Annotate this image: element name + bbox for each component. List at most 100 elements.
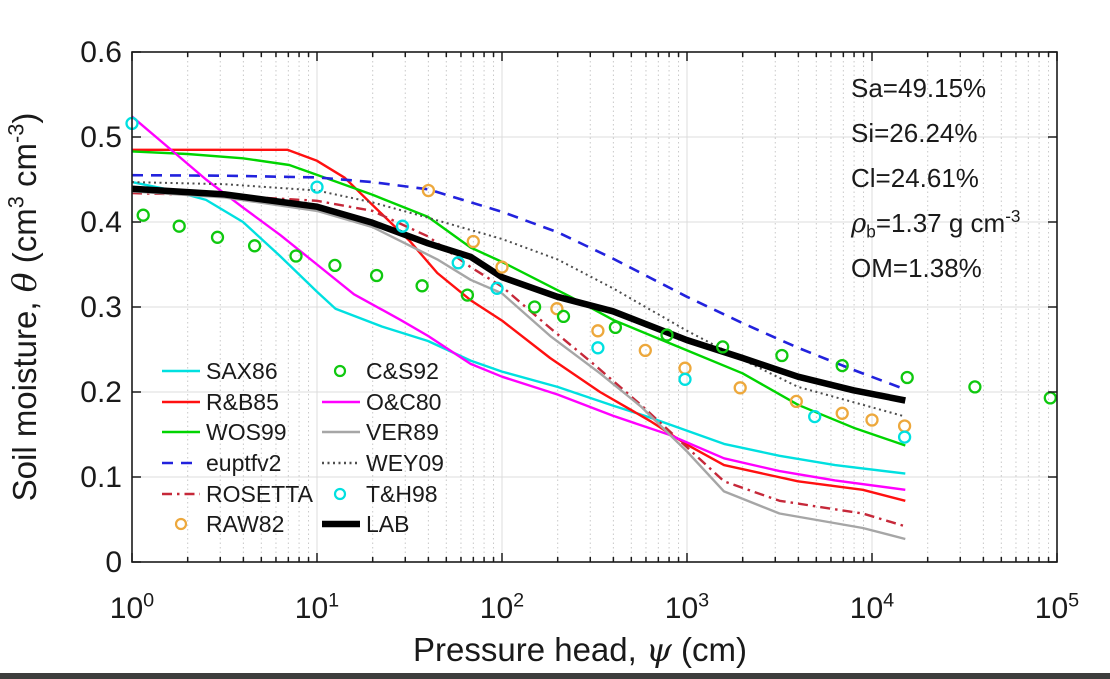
data-point [421, 183, 436, 198]
y-tick-label: 0.2 [80, 376, 122, 409]
y-tick-label: 0.1 [80, 461, 122, 494]
data-point [733, 381, 747, 395]
axis-labels: Pressure head, ψ (cm) Soil moisture, θ (c… [3, 113, 747, 669]
data-point [968, 380, 982, 394]
legend-item-rosetta: ROSETTA [162, 481, 314, 507]
data-point [495, 260, 509, 274]
data-point [395, 219, 410, 233]
legend-label: T&H98 [366, 481, 438, 507]
legend-item-rb85: R&B85 [162, 389, 279, 415]
markers-cs92 [136, 208, 1057, 405]
legend-item-th98: T&H98 [333, 481, 438, 507]
data-point [775, 348, 789, 363]
legend-label: ROSETTA [206, 481, 314, 507]
tick-labels: 100 101 102 103 104 105 0 0.1 0.2 0.3 0.4 0.5 0.6 [80, 36, 1079, 625]
legend-label: LAB [366, 511, 409, 537]
data-point [660, 328, 674, 342]
markers-th98 [125, 116, 912, 444]
legend-label: euptfv2 [206, 450, 281, 476]
legend-item-wos99: WOS99 [162, 419, 287, 445]
x-tick-label: 100 [110, 590, 154, 625]
legend-item-sax86: SAX86 [162, 358, 278, 384]
legend-label: SAX86 [206, 358, 278, 384]
curve-lab [131, 185, 906, 404]
x-tick-label: 105 [1035, 590, 1079, 625]
x-tick-label: 103 [665, 590, 709, 625]
legend-item-raw82: RAW82 [174, 511, 284, 537]
data-point [835, 406, 849, 420]
data-point [638, 343, 652, 358]
legend-marker-sample [333, 487, 347, 501]
annotation-line: OM=1.38% [851, 253, 982, 283]
legend-item-cs92: C&S92 [333, 358, 439, 384]
legend: SAX86 R&B85 WOS99 euptfv2 ROSETTA RAW82 C&S92 O… [162, 358, 444, 537]
legend-label: O&C80 [366, 389, 441, 415]
annotation-line: Sa=49.15% [851, 73, 986, 103]
annotation-line: ρb=1.37 g cm-3 [850, 206, 1020, 242]
legend-label: WOS99 [206, 419, 287, 445]
curve-ver89 [131, 190, 906, 541]
x-axis-label: Pressure head, ψ (cm) [413, 630, 747, 669]
data-point [808, 409, 822, 424]
measured-points [125, 116, 1057, 444]
data-point [789, 394, 803, 409]
data-point [466, 234, 480, 249]
y-axis-label: Soil moisture, θ (cm3 cm-3) [3, 113, 44, 502]
legend-marker-sample [333, 364, 347, 378]
data-point [527, 300, 542, 314]
curve-oc80 [131, 115, 906, 491]
data-point [1043, 391, 1057, 405]
x-tick-label: 102 [480, 590, 524, 625]
data-point [835, 358, 849, 373]
data-point [897, 419, 912, 433]
soil-properties-annotation: Sa=49.15% Si=26.24% Cl=24.61% ρb=1.37 g cm-… [850, 73, 1020, 283]
legend-item-ver89: VER89 [322, 419, 439, 445]
data-point [716, 340, 730, 354]
data-point [550, 302, 564, 316]
x-tick-label: 101 [295, 590, 339, 625]
data-point [556, 309, 571, 324]
y-tick-label: 0 [105, 546, 122, 579]
data-point [369, 268, 384, 283]
y-tick-label: 0.4 [80, 206, 122, 239]
legend-item-oc80: O&C80 [322, 389, 441, 415]
legend-label: VER89 [366, 419, 439, 445]
y-tick-label: 0.6 [80, 36, 122, 69]
data-point [900, 370, 914, 385]
window-edge-bar [0, 673, 1110, 679]
data-point [136, 208, 150, 222]
markers-raw82 [421, 183, 912, 433]
data-point [247, 239, 262, 253]
data-point [678, 361, 692, 375]
legend-item-euptfv2: euptfv2 [162, 450, 281, 476]
legend-label: WEY09 [366, 450, 444, 476]
y-tick-label: 0.5 [80, 121, 122, 154]
legend-item-lab: LAB [322, 511, 409, 537]
annotation-line: Cl=24.61% [851, 163, 979, 193]
data-point [490, 281, 504, 295]
data-point [865, 413, 879, 427]
annotation-line: Si=26.24% [851, 118, 977, 148]
curve-wos99 [131, 150, 906, 447]
y-tick-label: 0.3 [80, 291, 122, 324]
data-point [451, 256, 465, 270]
data-point [591, 324, 605, 338]
legend-marker-sample [174, 517, 188, 531]
data-point [678, 372, 692, 386]
data-point [591, 341, 605, 355]
data-point [328, 258, 342, 273]
data-point [289, 249, 303, 263]
curve-wey09 [131, 181, 906, 418]
data-point [310, 180, 324, 194]
data-point [897, 430, 912, 444]
model-curves [131, 115, 906, 541]
curve-rb85 [132, 148, 906, 502]
curve-rosetta [131, 191, 906, 528]
legend-label: R&B85 [206, 389, 279, 415]
legend-label: RAW82 [206, 511, 284, 537]
data-point [172, 219, 186, 233]
data-point [608, 320, 623, 335]
data-point [460, 288, 475, 302]
